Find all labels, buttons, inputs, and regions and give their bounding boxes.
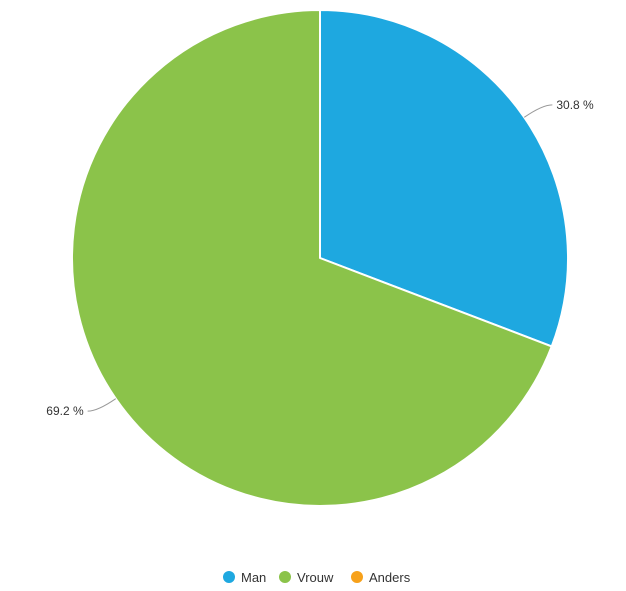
legend: Man Vrouw Anders — [223, 570, 411, 585]
legend-swatch-vrouw — [279, 571, 291, 583]
pie-slice-man[interactable] — [319, 9, 569, 348]
slice-label-vrouw: 69.2 % — [46, 404, 84, 418]
legend-label-man: Man — [241, 570, 266, 585]
slice-label-man: 30.8 % — [556, 98, 594, 112]
legend-swatch-man — [223, 571, 235, 583]
legend-label-vrouw: Vrouw — [297, 570, 334, 585]
legend-swatch-anders — [351, 571, 363, 583]
legend-item-anders[interactable]: Anders — [351, 570, 411, 585]
slice-connector-man — [523, 104, 553, 118]
slice-labels: 30.8 % 69.2 % — [46, 98, 594, 418]
slice-connector-vrouw — [87, 398, 117, 412]
legend-label-anders: Anders — [369, 570, 411, 585]
legend-item-man[interactable]: Man — [223, 570, 266, 585]
pie-slice-vrouw[interactable] — [71, 9, 553, 507]
legend-item-vrouw[interactable]: Vrouw — [279, 570, 334, 585]
pie-slices — [71, 9, 569, 507]
